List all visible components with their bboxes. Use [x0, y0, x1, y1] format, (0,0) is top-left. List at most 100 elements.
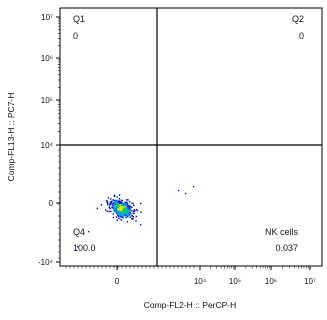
event-dot	[110, 198, 112, 200]
y-tick-label: 0	[49, 199, 54, 208]
event-dot	[136, 209, 139, 212]
event-dot	[126, 210, 129, 213]
event-dot	[131, 202, 133, 204]
x-tick-label: 10⁷	[304, 277, 316, 286]
event-dot	[135, 208, 138, 211]
event-dot	[126, 220, 129, 223]
event-dot	[111, 200, 113, 202]
event-dot	[116, 219, 118, 221]
event-dot	[120, 216, 122, 218]
event-dot	[126, 203, 128, 206]
event-dot	[119, 210, 121, 213]
event-dot	[123, 202, 125, 205]
y-axis-ticks: 10⁷ 10⁶ 10⁵ 10⁴ 0 -10⁴	[38, 13, 60, 267]
event-dot	[133, 204, 135, 207]
event-dot	[100, 204, 103, 206]
event-dot	[104, 209, 107, 211]
event-dot	[116, 202, 118, 205]
event-dot	[140, 202, 142, 205]
event-dot	[112, 216, 115, 219]
event-dot	[120, 209, 123, 211]
event-dot	[116, 208, 119, 210]
x-tick-label: 0	[115, 277, 120, 286]
event-dot	[125, 207, 127, 209]
event-dot	[127, 204, 130, 207]
event-dot	[118, 202, 120, 205]
event-dot	[96, 207, 99, 210]
event-dot	[107, 202, 109, 204]
event-dot	[117, 206, 120, 209]
event-dot	[113, 204, 116, 206]
event-dot	[122, 216, 124, 219]
event-dot	[117, 204, 119, 207]
event-dot	[121, 207, 124, 209]
event-dot	[140, 224, 142, 226]
event-dot	[121, 210, 124, 213]
event-dot	[119, 199, 121, 201]
event-dot	[116, 200, 119, 202]
event-dot	[121, 199, 123, 202]
event-dot	[126, 205, 128, 207]
y-axis-title: Comp-FL13-H :: PC7-H	[6, 93, 16, 182]
event-dot	[107, 204, 109, 206]
event-dot	[127, 208, 129, 211]
event-dot	[113, 199, 115, 202]
event-dot	[116, 195, 118, 198]
event-dot	[124, 202, 126, 204]
event-dot	[127, 214, 129, 217]
event-dot	[113, 194, 116, 197]
event-dot	[117, 210, 119, 212]
event-dot	[88, 231, 90, 233]
x-tick-label: 10⁵	[229, 277, 241, 286]
quadrant-nk-name: NK cells	[265, 227, 299, 237]
event-dot	[114, 206, 117, 208]
event-dot	[127, 215, 129, 218]
event-dot	[193, 186, 195, 188]
event-dot	[129, 205, 131, 207]
event-dot	[121, 200, 123, 203]
event-dot	[117, 215, 120, 218]
event-dot	[125, 203, 127, 206]
event-dot	[133, 209, 136, 211]
event-dot	[117, 214, 119, 216]
event-dot	[107, 197, 110, 199]
y-tick-label: 10⁷	[41, 13, 53, 22]
y-tick-label: 10⁶	[41, 54, 53, 63]
event-dot	[116, 209, 119, 211]
event-dot	[130, 213, 132, 215]
event-dot	[122, 211, 124, 214]
event-dot	[119, 205, 121, 208]
event-dot	[126, 201, 128, 203]
event-dot	[125, 214, 127, 217]
event-dot	[122, 214, 124, 217]
event-dot	[124, 208, 127, 210]
event-dot	[114, 209, 117, 211]
event-dot	[112, 203, 114, 205]
cell-population	[77, 186, 195, 248]
event-dot	[125, 209, 127, 212]
event-dot	[125, 199, 128, 201]
event-dot	[130, 206, 132, 208]
event-dot	[117, 212, 120, 215]
event-dot	[110, 203, 113, 205]
event-dot	[114, 210, 116, 213]
event-dot	[178, 190, 180, 192]
event-dot	[119, 202, 121, 204]
event-dot	[113, 202, 115, 204]
event-dot	[77, 246, 79, 248]
event-dot	[124, 212, 126, 215]
event-dot	[112, 207, 115, 209]
event-dot	[129, 201, 131, 203]
event-dot	[135, 215, 138, 218]
event-dot	[110, 201, 113, 203]
event-dot	[106, 210, 108, 213]
event-dot	[115, 210, 118, 213]
event-dot	[126, 213, 128, 215]
quadrant-q2-name: Q2	[292, 14, 304, 24]
event-dot	[132, 218, 134, 220]
quadrant-q4-name: Q4	[73, 227, 85, 237]
event-dot	[123, 206, 125, 208]
event-dot	[110, 210, 112, 213]
event-dot	[120, 207, 122, 210]
event-dot	[116, 211, 119, 214]
